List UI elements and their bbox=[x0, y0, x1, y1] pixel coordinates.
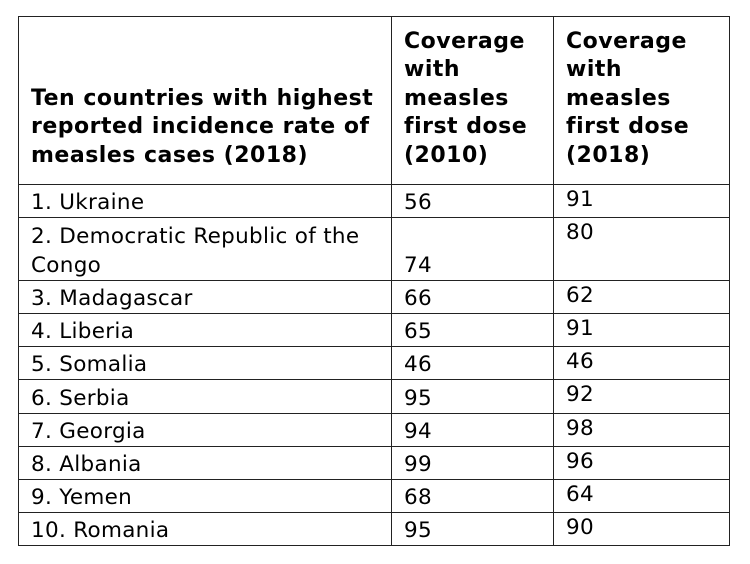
coverage-2018-cell: 62 bbox=[553, 280, 730, 315]
table-row: 6. Serbia 95 92 bbox=[18, 379, 730, 414]
table-row: 2. Democratic Republic of the Congo 74 8… bbox=[18, 217, 730, 282]
coverage-2010-cell: 56 bbox=[391, 183, 554, 219]
country-cell: 3. Madagascar bbox=[18, 280, 392, 315]
coverage-2010-cell: 66 bbox=[391, 280, 554, 315]
coverage-2010-cell: 74 bbox=[391, 217, 554, 282]
country-cell: 9. Yemen bbox=[18, 478, 392, 513]
header-row: Ten countries with highest reported inci… bbox=[18, 16, 730, 185]
header-coverage-2018: Coverage with measles first dose (2018) bbox=[553, 16, 730, 185]
table-row: 7. Georgia 94 98 bbox=[18, 412, 730, 447]
country-cell: 5. Somalia bbox=[18, 346, 392, 381]
header-coverage-2010: Coverage with measles first dose (2010) bbox=[391, 16, 554, 185]
coverage-2018-cell: 98 bbox=[553, 412, 730, 447]
table-row: 9. Yemen 68 64 bbox=[18, 478, 730, 513]
coverage-2010-cell: 99 bbox=[391, 445, 554, 480]
coverage-2018-cell: 92 bbox=[553, 379, 730, 414]
coverage-2010-cell: 68 bbox=[391, 478, 554, 513]
coverage-2010-cell: 46 bbox=[391, 346, 554, 381]
table-row: 1. Ukraine 56 91 bbox=[18, 183, 730, 219]
country-cell: 10. Romania bbox=[18, 511, 392, 547]
table-row: 10. Romania 95 90 bbox=[18, 511, 730, 547]
table-row: 8. Albania 99 96 bbox=[18, 445, 730, 480]
table-row: 3. Madagascar 66 62 bbox=[18, 280, 730, 315]
header-country: Ten countries with highest reported inci… bbox=[18, 16, 392, 185]
table-row: 4. Liberia 65 91 bbox=[18, 313, 730, 348]
table-row: 5. Somalia 46 46 bbox=[18, 346, 730, 381]
coverage-2018-cell: 80 bbox=[553, 217, 730, 282]
coverage-2018-cell: 91 bbox=[553, 313, 730, 348]
country-cell: 4. Liberia bbox=[18, 313, 392, 348]
coverage-2018-cell: 64 bbox=[553, 478, 730, 513]
coverage-2010-cell: 95 bbox=[391, 511, 554, 547]
coverage-2018-cell: 46 bbox=[553, 346, 730, 381]
country-cell: 2. Democratic Republic of the Congo bbox=[18, 217, 392, 282]
country-cell: 6. Serbia bbox=[18, 379, 392, 414]
coverage-2010-cell: 65 bbox=[391, 313, 554, 348]
measles-coverage-table: Ten countries with highest reported inci… bbox=[18, 16, 730, 547]
country-cell: 1. Ukraine bbox=[18, 183, 392, 219]
coverage-2018-cell: 91 bbox=[553, 183, 730, 219]
country-cell: 7. Georgia bbox=[18, 412, 392, 447]
coverage-2018-cell: 90 bbox=[553, 511, 730, 547]
coverage-2010-cell: 94 bbox=[391, 412, 554, 447]
coverage-2010-cell: 95 bbox=[391, 379, 554, 414]
coverage-2018-cell: 96 bbox=[553, 445, 730, 480]
country-cell: 8. Albania bbox=[18, 445, 392, 480]
